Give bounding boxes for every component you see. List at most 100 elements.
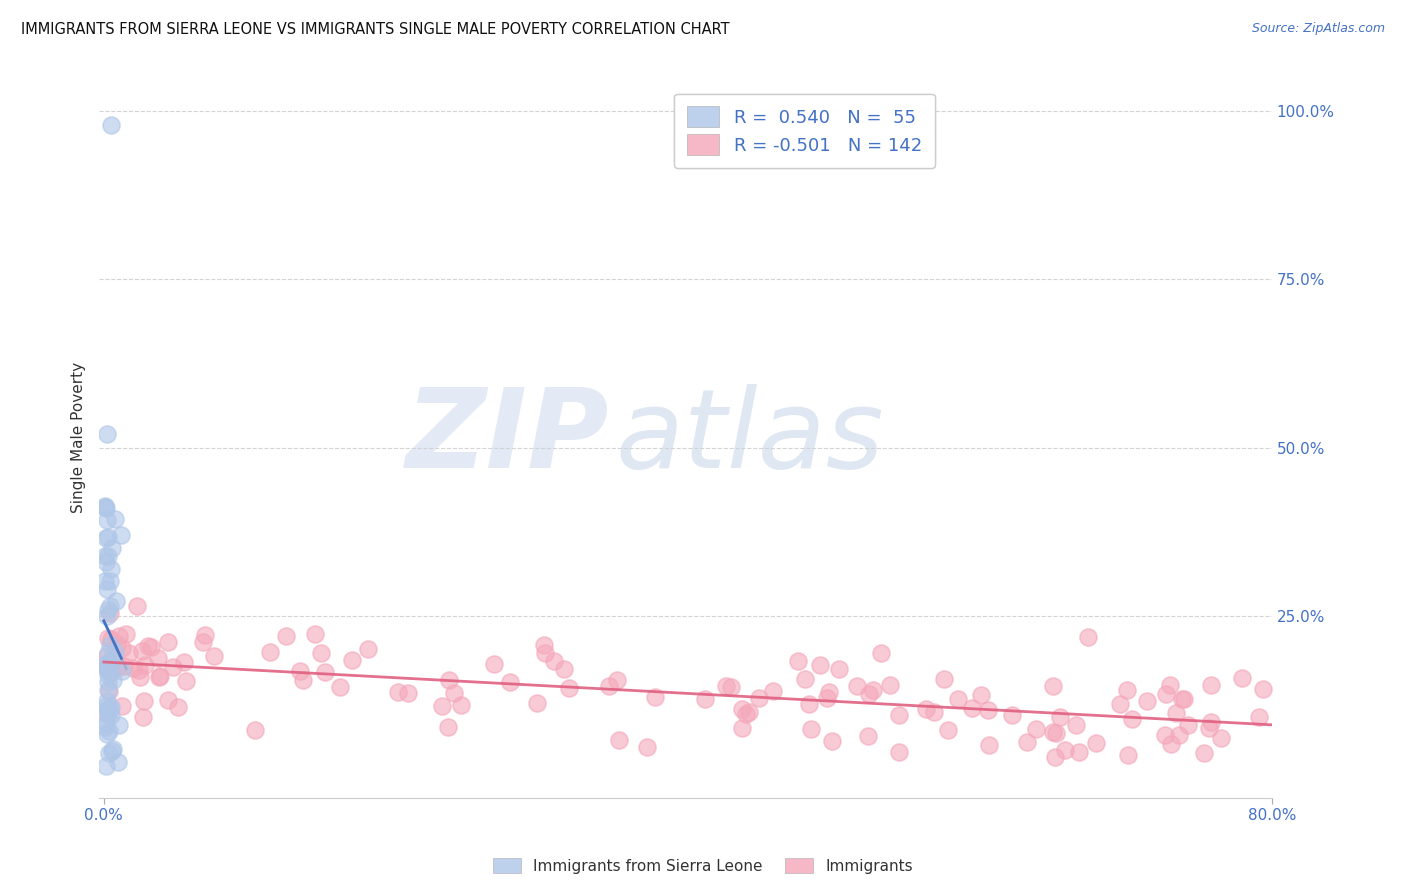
Point [94, 501, 117, 516]
Point [1064, 718, 1087, 732]
Point [96, 657, 118, 671]
Point [734, 707, 756, 722]
Point [946, 692, 969, 706]
Point [1121, 712, 1143, 726]
Point [107, 659, 129, 673]
Point [156, 634, 179, 648]
Point [98, 638, 121, 652]
Point [97, 706, 120, 721]
Point [815, 691, 838, 706]
Point [276, 629, 298, 643]
Point [1253, 682, 1275, 697]
Point [96, 657, 118, 671]
Point [122, 661, 145, 675]
Point [818, 685, 841, 699]
Point [94, 549, 117, 564]
Point [1209, 731, 1232, 745]
Point [762, 684, 785, 698]
Point [1230, 671, 1253, 685]
Point [557, 681, 579, 695]
Point [97, 667, 120, 681]
Point [94, 661, 117, 675]
Point [794, 672, 817, 686]
Point [1199, 678, 1222, 692]
Point [243, 723, 266, 738]
Point [107, 718, 129, 732]
Point [93, 574, 115, 588]
Point [96, 694, 118, 708]
Point [97, 529, 120, 543]
Point [858, 687, 880, 701]
Point [101, 652, 124, 666]
Point [111, 641, 134, 656]
Point [1160, 737, 1182, 751]
Point [94, 531, 117, 545]
Point [146, 651, 169, 665]
Point [432, 698, 454, 713]
Point [821, 733, 844, 747]
Point [845, 679, 868, 693]
Y-axis label: Single Male Poverty: Single Male Poverty [72, 362, 86, 513]
Point [437, 673, 460, 687]
Point [107, 755, 129, 769]
Point [111, 664, 134, 678]
Point [1164, 706, 1187, 720]
Point [98, 574, 121, 588]
Point [136, 640, 159, 654]
Point [290, 664, 312, 678]
Point [1198, 721, 1220, 735]
Point [304, 627, 326, 641]
Point [100, 541, 122, 556]
Point [979, 738, 1001, 752]
Point [543, 654, 565, 668]
Point [97, 675, 120, 690]
Point [97, 702, 120, 716]
Point [114, 627, 136, 641]
Point [104, 512, 127, 526]
Point [100, 665, 122, 680]
Point [174, 673, 197, 688]
Point [887, 745, 910, 759]
Point [96, 427, 118, 442]
Point [1247, 710, 1270, 724]
Point [869, 647, 891, 661]
Point [730, 721, 752, 735]
Text: IMMIGRANTS FROM SIERRA LEONE VS IMMIGRANTS SINGLE MALE POVERTY CORRELATION CHART: IMMIGRANTS FROM SIERRA LEONE VS IMMIGRAN… [21, 22, 730, 37]
Point [167, 699, 190, 714]
Point [96, 727, 118, 741]
Text: ZIP: ZIP [406, 384, 609, 491]
Point [1042, 725, 1064, 739]
Point [94, 698, 117, 713]
Point [436, 720, 458, 734]
Point [94, 659, 117, 673]
Point [292, 673, 315, 688]
Point [131, 644, 153, 658]
Point [808, 658, 831, 673]
Point [887, 708, 910, 723]
Point [100, 666, 122, 681]
Point [94, 705, 117, 719]
Point [856, 729, 879, 743]
Point [609, 732, 631, 747]
Point [443, 686, 465, 700]
Point [879, 678, 901, 692]
Point [387, 685, 409, 699]
Text: atlas: atlas [616, 384, 884, 491]
Point [1154, 687, 1177, 701]
Point [139, 640, 162, 654]
Point [1135, 693, 1157, 707]
Point [396, 686, 419, 700]
Point [499, 675, 522, 690]
Point [553, 662, 575, 676]
Point [1084, 736, 1107, 750]
Point [1025, 723, 1047, 737]
Point [98, 658, 121, 673]
Point [526, 697, 548, 711]
Point [129, 670, 152, 684]
Point [342, 653, 364, 667]
Point [1116, 748, 1139, 763]
Point [1194, 746, 1216, 760]
Point [97, 663, 120, 677]
Point [970, 688, 993, 702]
Point [194, 628, 217, 642]
